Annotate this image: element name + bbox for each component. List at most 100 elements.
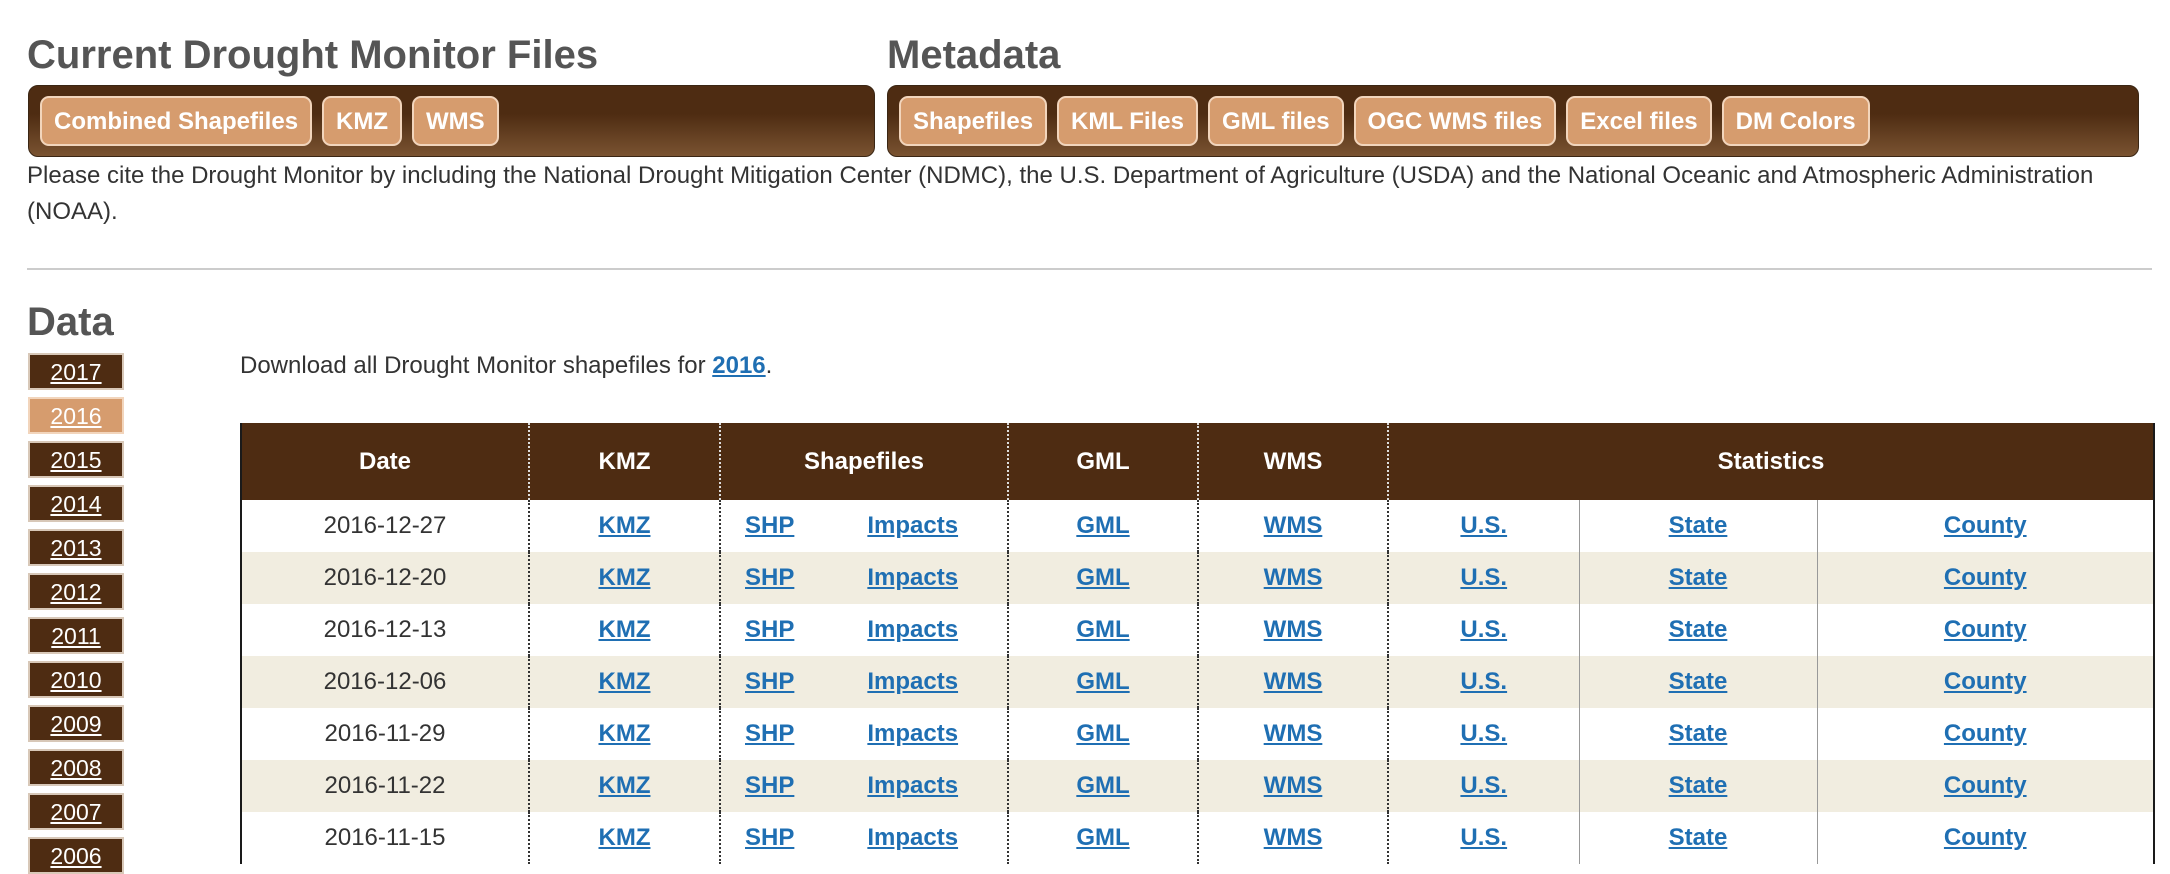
wms-button[interactable]: WMS <box>412 96 499 146</box>
impacts-link[interactable]: Impacts <box>867 720 959 747</box>
year-link[interactable]: 2006 <box>28 837 124 874</box>
kmz-link[interactable]: KMZ <box>598 720 651 747</box>
county-statistics-link[interactable]: County <box>1943 772 2027 799</box>
gml-link[interactable]: GML <box>1076 824 1130 851</box>
wms-link[interactable]: WMS <box>1263 512 1323 539</box>
wms-link[interactable]: WMS <box>1263 720 1323 747</box>
table-row: 2016-12-06 KMZ SHP Impacts GML WMS U.S. State Co… <box>242 656 2153 708</box>
year-list: 2017 2016 2015 2014 2013 2012 2011 2010 2009 2008… <box>28 353 124 874</box>
metadata-dm-colors-button[interactable]: DM Colors <box>1721 96 1870 146</box>
impacts-link[interactable]: Impacts <box>867 616 959 643</box>
table-row: 2016-11-15 KMZ SHP Impacts GML WMS U.S. State Co… <box>242 812 2153 864</box>
download-prefix: Download all Drought Monitor shapefiles … <box>240 352 713 379</box>
table-row: 2016-12-27 KMZ SHP Impacts GML WMS U.S. State Co… <box>242 500 2153 552</box>
us-statistics-link[interactable]: U.S. <box>1460 616 1508 643</box>
us-statistics-link[interactable]: U.S. <box>1460 564 1508 591</box>
wms-link[interactable]: WMS <box>1263 668 1323 695</box>
table-header-row: Date KMZ Shapefiles GML WMS Statistics <box>242 423 2153 500</box>
shp-link[interactable]: SHP <box>745 512 795 539</box>
metadata-title: Metadata <box>887 33 1061 77</box>
gml-link[interactable]: GML <box>1076 512 1130 539</box>
us-statistics-link[interactable]: U.S. <box>1460 772 1508 799</box>
state-statistics-link[interactable]: State <box>1668 720 1728 747</box>
gml-link[interactable]: GML <box>1076 616 1130 643</box>
state-statistics-link[interactable]: State <box>1668 824 1728 851</box>
state-statistics-link[interactable]: State <box>1668 772 1728 799</box>
combined-shapefiles-button[interactable]: Combined Shapefiles <box>40 96 313 146</box>
year-link[interactable]: 2009 <box>28 705 124 742</box>
shp-link[interactable]: SHP <box>745 824 795 851</box>
county-statistics-link[interactable]: County <box>1943 720 2027 747</box>
gml-link[interactable]: GML <box>1076 720 1130 747</box>
year-link[interactable]: 2015 <box>28 441 124 478</box>
download-year-link[interactable]: 2016 <box>712 352 766 379</box>
drought-data-table-container: Date KMZ Shapefiles GML WMS Statistics 2… <box>240 423 2155 864</box>
county-statistics-link[interactable]: County <box>1943 512 2027 539</box>
table-row: 2016-12-20 KMZ SHP Impacts GML WMS U.S. State Co… <box>242 552 2153 604</box>
metadata-ogc-wms-files-button[interactable]: OGC WMS files <box>1353 96 1557 146</box>
wms-link[interactable]: WMS <box>1263 564 1323 591</box>
section-divider <box>27 268 2152 270</box>
table-body: 2016-12-27 KMZ SHP Impacts GML WMS U.S. State Co… <box>242 500 2153 864</box>
state-statistics-link[interactable]: State <box>1668 512 1728 539</box>
kmz-link[interactable]: KMZ <box>598 512 651 539</box>
shp-link[interactable]: SHP <box>745 720 795 747</box>
shp-link[interactable]: SHP <box>745 564 795 591</box>
impacts-link[interactable]: Impacts <box>867 564 959 591</box>
date-cell: 2016-11-22 <box>242 760 529 812</box>
kmz-link[interactable]: KMZ <box>598 668 651 695</box>
table-row: 2016-11-22 KMZ SHP Impacts GML WMS U.S. State Co… <box>242 760 2153 812</box>
impacts-link[interactable]: Impacts <box>867 668 959 695</box>
kmz-link[interactable]: KMZ <box>598 564 651 591</box>
metadata-gml-files-button[interactable]: GML files <box>1207 96 1344 146</box>
wms-link[interactable]: WMS <box>1263 616 1323 643</box>
kmz-link[interactable]: KMZ <box>598 824 651 851</box>
shp-link[interactable]: SHP <box>745 668 795 695</box>
state-statistics-link[interactable]: State <box>1668 668 1728 695</box>
county-statistics-link[interactable]: County <box>1943 824 2027 851</box>
header-shapefiles: Shapefiles <box>719 423 1008 500</box>
year-link[interactable]: 2007 <box>28 793 124 830</box>
kmz-link[interactable]: KMZ <box>598 616 651 643</box>
wms-link[interactable]: WMS <box>1263 824 1323 851</box>
shp-link[interactable]: SHP <box>745 616 795 643</box>
us-statistics-link[interactable]: U.S. <box>1460 720 1508 747</box>
metadata-excel-files-button[interactable]: Excel files <box>1566 96 1712 146</box>
year-link[interactable]: 2011 <box>28 617 124 654</box>
metadata-kml-files-button[interactable]: KML Files <box>1057 96 1198 146</box>
metadata-shapefiles-button[interactable]: Shapefiles <box>899 96 1048 146</box>
kmz-button[interactable]: KMZ <box>322 96 403 146</box>
year-link[interactable]: 2016 <box>28 397 124 434</box>
year-link[interactable]: 2013 <box>28 529 124 566</box>
gml-link[interactable]: GML <box>1076 772 1130 799</box>
us-statistics-link[interactable]: U.S. <box>1460 512 1508 539</box>
year-link[interactable]: 2010 <box>28 661 124 698</box>
drought-data-table: Date KMZ Shapefiles GML WMS Statistics 2… <box>242 423 2153 864</box>
us-statistics-link[interactable]: U.S. <box>1460 668 1508 695</box>
header-statistics: Statistics <box>1387 423 2153 500</box>
year-link[interactable]: 2017 <box>28 353 124 390</box>
us-statistics-link[interactable]: U.S. <box>1460 824 1508 851</box>
shp-link[interactable]: SHP <box>745 772 795 799</box>
wms-link[interactable]: WMS <box>1263 772 1323 799</box>
citation-text: Please cite the Drought Monitor by inclu… <box>27 162 2094 225</box>
state-statistics-link[interactable]: State <box>1668 616 1728 643</box>
table-row: 2016-11-29 KMZ SHP Impacts GML WMS U.S. State Co… <box>242 708 2153 760</box>
gml-link[interactable]: GML <box>1076 564 1130 591</box>
year-link[interactable]: 2014 <box>28 485 124 522</box>
impacts-link[interactable]: Impacts <box>867 772 959 799</box>
county-statistics-link[interactable]: County <box>1943 616 2027 643</box>
kmz-link[interactable]: KMZ <box>598 772 651 799</box>
date-cell: 2016-11-29 <box>324 720 446 747</box>
table-row: 2016-12-13 KMZ SHP Impacts GML WMS U.S. State Co… <box>242 604 2153 656</box>
impacts-link[interactable]: Impacts <box>867 512 959 539</box>
year-link[interactable]: 2008 <box>28 749 124 786</box>
state-statistics-link[interactable]: State <box>1668 564 1728 591</box>
year-link[interactable]: 2012 <box>28 573 124 610</box>
impacts-link[interactable]: Impacts <box>867 824 959 851</box>
county-statistics-link[interactable]: County <box>1943 564 2027 591</box>
gml-link[interactable]: GML <box>1076 668 1130 695</box>
date-cell: 2016-12-06 <box>242 656 529 708</box>
date-cell: 2016-12-27 <box>323 512 447 539</box>
county-statistics-link[interactable]: County <box>1943 668 2027 695</box>
